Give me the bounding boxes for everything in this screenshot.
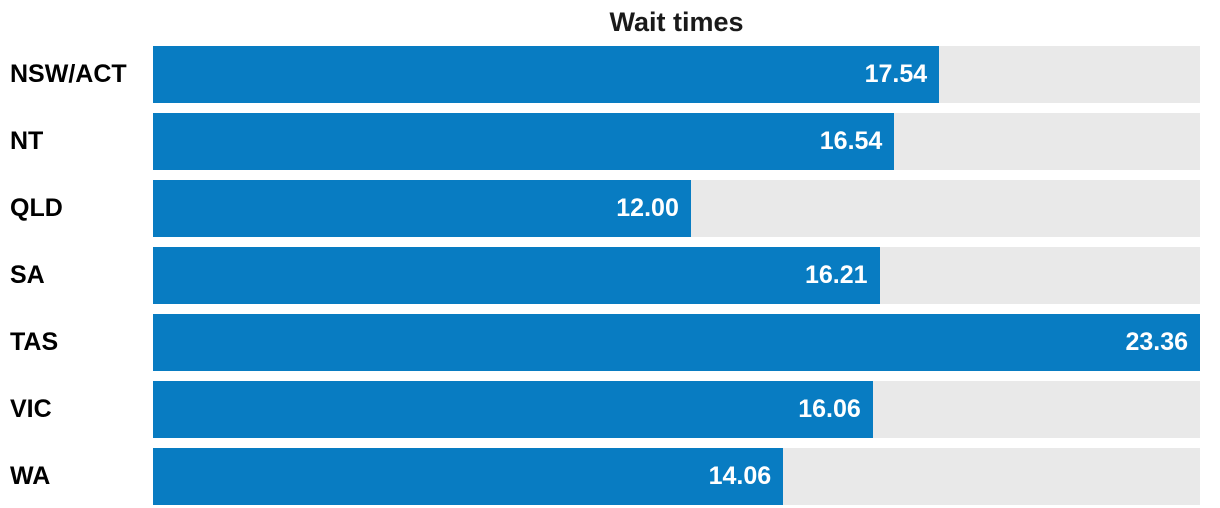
bar-value-label: 16.06 [798,395,861,423]
bar-track: 12.00 [153,180,1200,237]
bar-track: 23.36 [153,314,1200,371]
chart-row: WA 14.06 [0,448,1200,505]
chart-row: NT 16.54 [0,113,1200,170]
bar-track: 14.06 [153,448,1200,505]
bar: 16.21 [153,247,880,304]
chart-row: NSW/ACT 17.54 [0,46,1200,103]
bar-value-label: 16.21 [804,261,868,289]
bar: 16.06 [153,381,873,438]
bar: 14.06 [153,448,784,505]
chart-row: QLD 12.00 [0,180,1200,237]
bar-track: 16.21 [153,247,1200,304]
category-label: WA [10,462,51,490]
category-label: TAS [10,328,59,356]
chart-header: Wait times [0,0,1200,46]
bar-track: 16.06 [153,381,1200,438]
category-label: QLD [10,194,63,222]
bar: 17.54 [153,46,940,103]
bar: 23.36 [153,314,1200,371]
bar-track: 16.54 [153,113,1200,170]
chart-row: VIC 16.06 [0,381,1200,438]
bar-value-label: 14.06 [708,462,772,490]
bar-value-label: 17.54 [864,60,928,88]
bar-value-label: 12.00 [616,194,679,222]
category-label: NT [10,127,44,155]
category-label: VIC [10,395,52,423]
bar-value-label: 16.54 [819,127,883,155]
category-label: NSW/ACT [10,60,127,88]
chart-row: TAS 23.36 [0,314,1200,371]
bar: 12.00 [153,180,691,237]
bar-value-label: 23.36 [1125,328,1188,356]
category-label: SA [10,261,45,289]
bar-track: 17.54 [153,46,1200,103]
chart-title: Wait times [609,7,744,37]
chart-row: SA 16.21 [0,247,1200,304]
bar: 16.54 [153,113,895,170]
